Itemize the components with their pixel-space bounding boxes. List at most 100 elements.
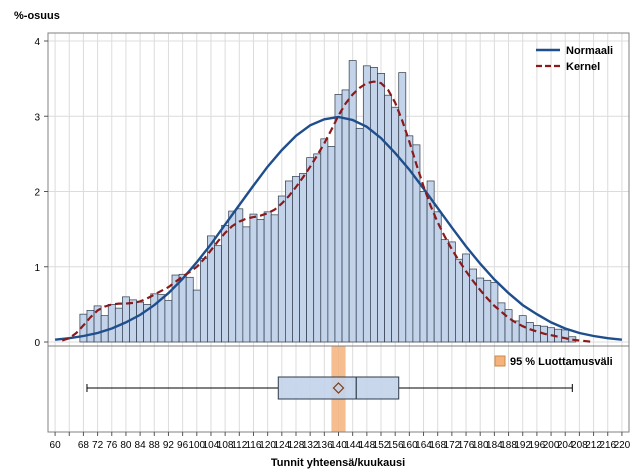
x-axis-label: Tunnit yhteensä/kuukausi: [271, 457, 405, 469]
histogram-bar: [185, 276, 194, 343]
x-tick-label: 108: [217, 440, 234, 451]
histogram-bar: [214, 245, 222, 343]
y-tick-label: 1: [34, 263, 40, 274]
x-tick-label: 208: [571, 440, 588, 451]
x-tick-label: 96: [177, 440, 189, 451]
histogram-bar: [256, 218, 265, 343]
histogram-bar: [86, 310, 95, 343]
x-tick-label: 68: [78, 440, 90, 451]
x-tick-label: 192: [514, 440, 531, 451]
legend-kernel-label: Kernel: [566, 61, 600, 73]
histogram-bar: [525, 322, 534, 343]
y-tick-label: 4: [34, 37, 40, 48]
histogram-bar: [511, 320, 520, 343]
boxplot: [86, 376, 573, 400]
histogram-bar: [334, 94, 343, 343]
histogram-bar: [433, 211, 442, 343]
histogram-bar: [355, 127, 364, 343]
histogram-bars: [79, 60, 577, 343]
x-tick-label: 152: [373, 440, 390, 451]
x-tick-label: 124: [273, 440, 290, 451]
x-tick-label: 200: [543, 440, 560, 451]
histogram-bar: [306, 157, 315, 343]
histogram-bar: [249, 213, 258, 343]
x-tick-label: 84: [135, 440, 147, 451]
x-tick-label: 120: [259, 440, 276, 451]
normal-curve: [54, 115, 623, 341]
x-tick-label: 220: [614, 440, 631, 451]
kernel-curve: [61, 80, 594, 344]
x-tick-label: 216: [599, 440, 616, 451]
histogram-bar: [447, 241, 456, 343]
x-tick-label: 72: [92, 440, 104, 451]
x-tick-label: 196: [529, 440, 546, 451]
x-tick-label: 168: [429, 440, 446, 451]
histogram-bar: [292, 176, 300, 343]
histogram-bar: [377, 73, 385, 343]
histogram-bar: [285, 180, 293, 343]
histogram-bar: [341, 89, 350, 343]
histogram-bar: [440, 239, 449, 343]
y-tick-label: 0: [34, 338, 40, 349]
x-tick-label: 156: [387, 440, 404, 451]
histogram-bar: [235, 208, 244, 343]
histogram-bar: [199, 258, 208, 343]
histogram-bar: [532, 325, 541, 343]
histogram-bar: [178, 273, 187, 343]
x-tick-label: 60: [50, 440, 62, 451]
histogram-bar: [327, 146, 336, 343]
histogram-bar: [150, 293, 159, 343]
histogram-bar: [107, 304, 116, 343]
ci-legend-swatch: [494, 355, 506, 367]
x-tick-label: 92: [163, 440, 175, 451]
histogram-bar: [348, 60, 357, 343]
x-tick-label: 212: [585, 440, 602, 451]
histogram-bar: [228, 210, 237, 343]
legend-normaali-label: Normaali: [566, 45, 613, 57]
histogram-bar: [299, 173, 307, 343]
x-tick-label: 140: [330, 440, 347, 451]
boxplot-mean-marker: [332, 382, 345, 394]
histogram-bar: [313, 153, 322, 343]
boxplot-box: [277, 376, 400, 400]
y-tick-label: 2: [34, 188, 40, 199]
histogram-bar: [277, 195, 286, 343]
legend: Normaali Kernel: [536, 45, 613, 73]
histogram-bar: [242, 226, 251, 343]
histogram-bar: [221, 225, 230, 343]
ci-legend: 95 % Luottamusväli: [494, 355, 613, 368]
x-tick-label: 184: [486, 440, 503, 451]
y-axis-label: %-osuus: [14, 10, 60, 22]
histogram-bar: [490, 282, 499, 343]
x-tick-label: 204: [557, 440, 574, 451]
x-tick-label: 148: [358, 440, 375, 451]
x-tick-label: 116: [245, 440, 261, 451]
histogram-bar: [320, 138, 329, 343]
x-tick-label: 164: [415, 440, 432, 451]
ci-legend-label: 95 % Luottamusväli: [510, 356, 613, 368]
histogram-bar: [561, 329, 570, 343]
histogram-bar: [419, 191, 428, 343]
x-tick-label: 188: [500, 440, 517, 451]
histogram-bar: [518, 315, 527, 343]
x-tick-label: 180: [472, 440, 489, 451]
x-tick-label: 136: [316, 440, 333, 451]
histogram-bar: [263, 211, 272, 343]
histogram-bar: [483, 279, 492, 343]
histogram-bar: [455, 258, 463, 343]
y-tick-label: 3: [34, 112, 40, 123]
histogram-bar: [384, 94, 392, 343]
histogram-bar: [476, 277, 485, 343]
axis-ticks: 60 68 72 76 80 84 88 92 96 1001041081121161201241…: [34, 37, 630, 451]
x-tick-label: 176: [458, 440, 475, 451]
histogram-bar: [164, 300, 173, 343]
density-curves: [54, 80, 623, 344]
x-tick-label: 100: [188, 440, 205, 451]
x-tick-label: 112: [231, 440, 247, 451]
x-tick-label: 76: [106, 440, 118, 451]
histogram-bar: [391, 106, 400, 343]
x-tick-label: 172: [444, 440, 461, 451]
histogram-bar: [362, 65, 371, 343]
x-tick-label: 132: [302, 440, 319, 451]
